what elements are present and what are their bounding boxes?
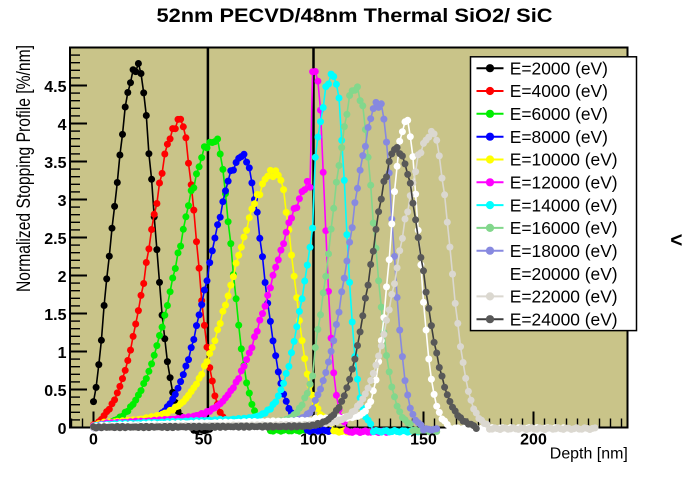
svg-text:2: 2 — [58, 269, 67, 286]
svg-text:E=20000 (eV): E=20000 (eV) — [510, 264, 618, 284]
svg-text:E=8000 (eV): E=8000 (eV) — [510, 127, 608, 147]
svg-text:E=14000 (eV): E=14000 (eV) — [510, 195, 618, 215]
svg-text:0: 0 — [89, 432, 98, 449]
svg-text:3: 3 — [58, 193, 67, 210]
svg-text:1: 1 — [58, 345, 67, 362]
svg-text:E=12000 (eV): E=12000 (eV) — [510, 173, 618, 193]
svg-text:50: 50 — [195, 432, 213, 449]
svg-text:100: 100 — [300, 432, 327, 449]
svg-text:2.5: 2.5 — [44, 231, 66, 248]
svg-text:Depth [nm]: Depth [nm] — [550, 446, 628, 463]
svg-text:Normalized Stopping Profile [%: Normalized Stopping Profile [%/nm] — [14, 45, 35, 292]
svg-text:E=10000 (eV): E=10000 (eV) — [510, 150, 618, 170]
svg-text:3.5: 3.5 — [44, 155, 66, 172]
svg-text:E=24000 (eV): E=24000 (eV) — [510, 309, 618, 329]
svg-text:<: < — [670, 229, 682, 252]
svg-text:E=4000 (eV): E=4000 (eV) — [510, 81, 608, 101]
svg-text:E=18000 (eV): E=18000 (eV) — [510, 241, 618, 261]
svg-text:E=16000 (eV): E=16000 (eV) — [510, 218, 618, 238]
svg-text:52nm PECVD/48nm Thermal SiO2/: 52nm PECVD/48nm Thermal SiO2/ SiC — [157, 5, 553, 27]
svg-text:200: 200 — [520, 432, 547, 449]
svg-text:4.5: 4.5 — [44, 79, 66, 96]
svg-text:E=6000 (eV): E=6000 (eV) — [510, 104, 608, 124]
svg-text:4: 4 — [58, 117, 67, 134]
svg-text:150: 150 — [410, 432, 437, 449]
svg-text:1.5: 1.5 — [44, 307, 66, 324]
svg-text:E=2000 (eV): E=2000 (eV) — [510, 58, 608, 78]
svg-text:0.5: 0.5 — [44, 383, 66, 400]
svg-text:E=22000 (eV): E=22000 (eV) — [510, 287, 618, 307]
svg-text:0: 0 — [58, 421, 67, 438]
